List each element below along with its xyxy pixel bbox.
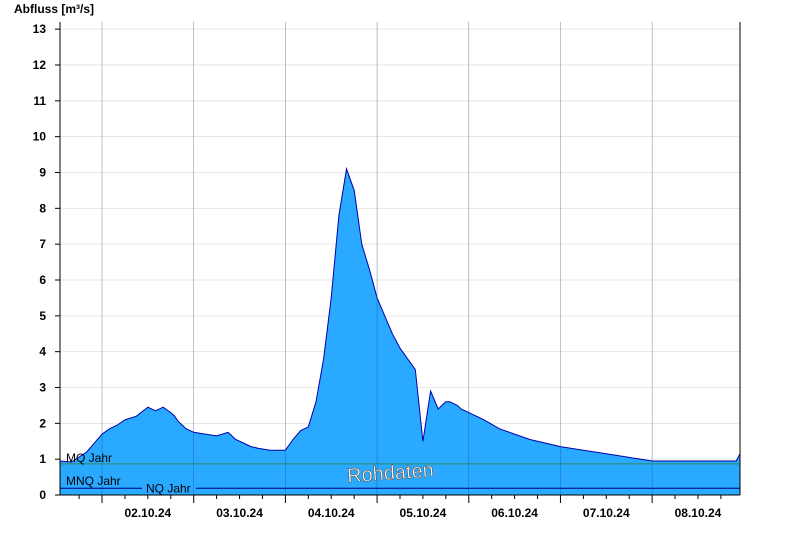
- y-tick-label: 3: [39, 381, 46, 395]
- x-tick-label: 02.10.24: [125, 506, 172, 520]
- mq-label: MQ Jahr: [66, 451, 112, 465]
- discharge-line: [59, 166, 741, 463]
- y-tick-label: 9: [39, 166, 46, 180]
- mnq-label: MNQ Jahr: [66, 474, 121, 488]
- raw-data-watermark: Rohdaten: [346, 459, 434, 487]
- y-tick-label: 0: [39, 488, 46, 502]
- x-tick-label: 07.10.24: [583, 506, 630, 520]
- x-tick-label: 03.10.24: [216, 506, 263, 520]
- y-tick-label: 11: [33, 94, 46, 108]
- y-tick-label: 8: [39, 201, 46, 215]
- y-axis-title: Abfluss [m³/s]: [14, 2, 94, 16]
- grid: [60, 28, 740, 460]
- nq-label: NQ Jahr: [146, 481, 191, 495]
- y-tick-label: 13: [33, 22, 47, 36]
- y-tick-label: 12: [33, 58, 47, 72]
- series-area: [59, 22, 741, 495]
- y-tick-label: 10: [33, 130, 47, 144]
- y-tick-label: 6: [39, 273, 46, 287]
- y-tick-label: 1: [39, 452, 46, 466]
- y-tick-label: 7: [39, 237, 46, 251]
- x-tick-label: 06.10.24: [491, 506, 538, 520]
- discharge-area: [60, 168, 740, 495]
- y-tick-label: 5: [39, 309, 46, 323]
- reference-lines: MQ Jahr MNQ Jahr NQ Jahr: [60, 451, 740, 495]
- x-tick-label: 08.10.24: [675, 506, 722, 520]
- axes: [55, 22, 741, 503]
- x-tick-label: 04.10.24: [308, 506, 355, 520]
- y-tick-label: 4: [39, 345, 46, 359]
- y-tick-label: 2: [39, 416, 46, 430]
- x-tick-label: 05.10.24: [400, 506, 447, 520]
